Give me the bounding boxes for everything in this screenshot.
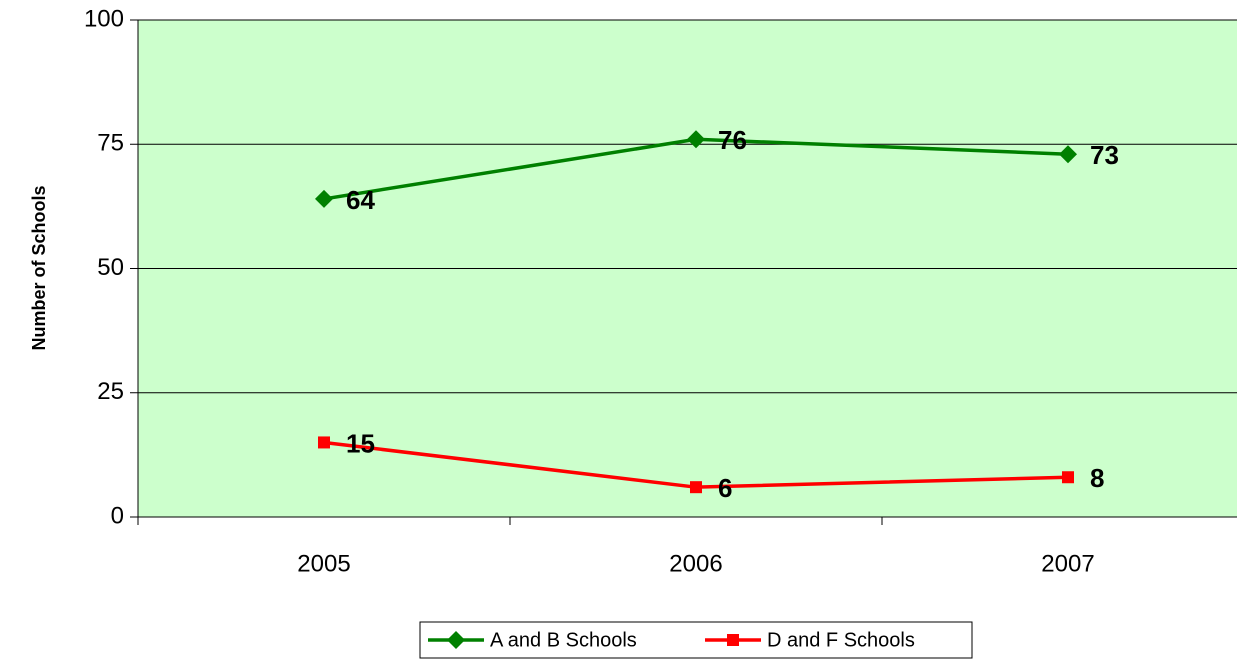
legend-label: D and F Schools	[767, 629, 915, 651]
data-label: 8	[1090, 463, 1104, 493]
data-point	[315, 189, 333, 208]
data-label: 6	[718, 473, 732, 503]
legend-marker	[727, 634, 739, 646]
y-axis-label: Number of Schools	[29, 185, 49, 350]
x-tick-label: 2007	[1041, 550, 1094, 577]
legend-marker	[447, 631, 465, 649]
x-tick-label: 2005	[297, 550, 350, 577]
legend-box	[419, 621, 973, 659]
y-tick-label: 100	[84, 5, 124, 32]
data-label: 15	[346, 428, 375, 458]
data-point	[1062, 471, 1074, 484]
data-label: 76	[718, 125, 747, 155]
y-tick-label: 0	[111, 502, 124, 529]
data-point	[1059, 145, 1077, 164]
data-point	[690, 481, 702, 494]
data-point	[318, 436, 330, 449]
data-label: 73	[1090, 140, 1119, 170]
y-tick-label: 25	[97, 378, 124, 405]
legend-label: A and B Schools	[490, 629, 637, 651]
y-tick-label: 50	[97, 254, 124, 281]
data-label: 64	[346, 185, 375, 215]
data-point	[687, 130, 705, 149]
x-tick-label: 2006	[669, 550, 722, 577]
y-tick-label: 75	[97, 130, 124, 157]
